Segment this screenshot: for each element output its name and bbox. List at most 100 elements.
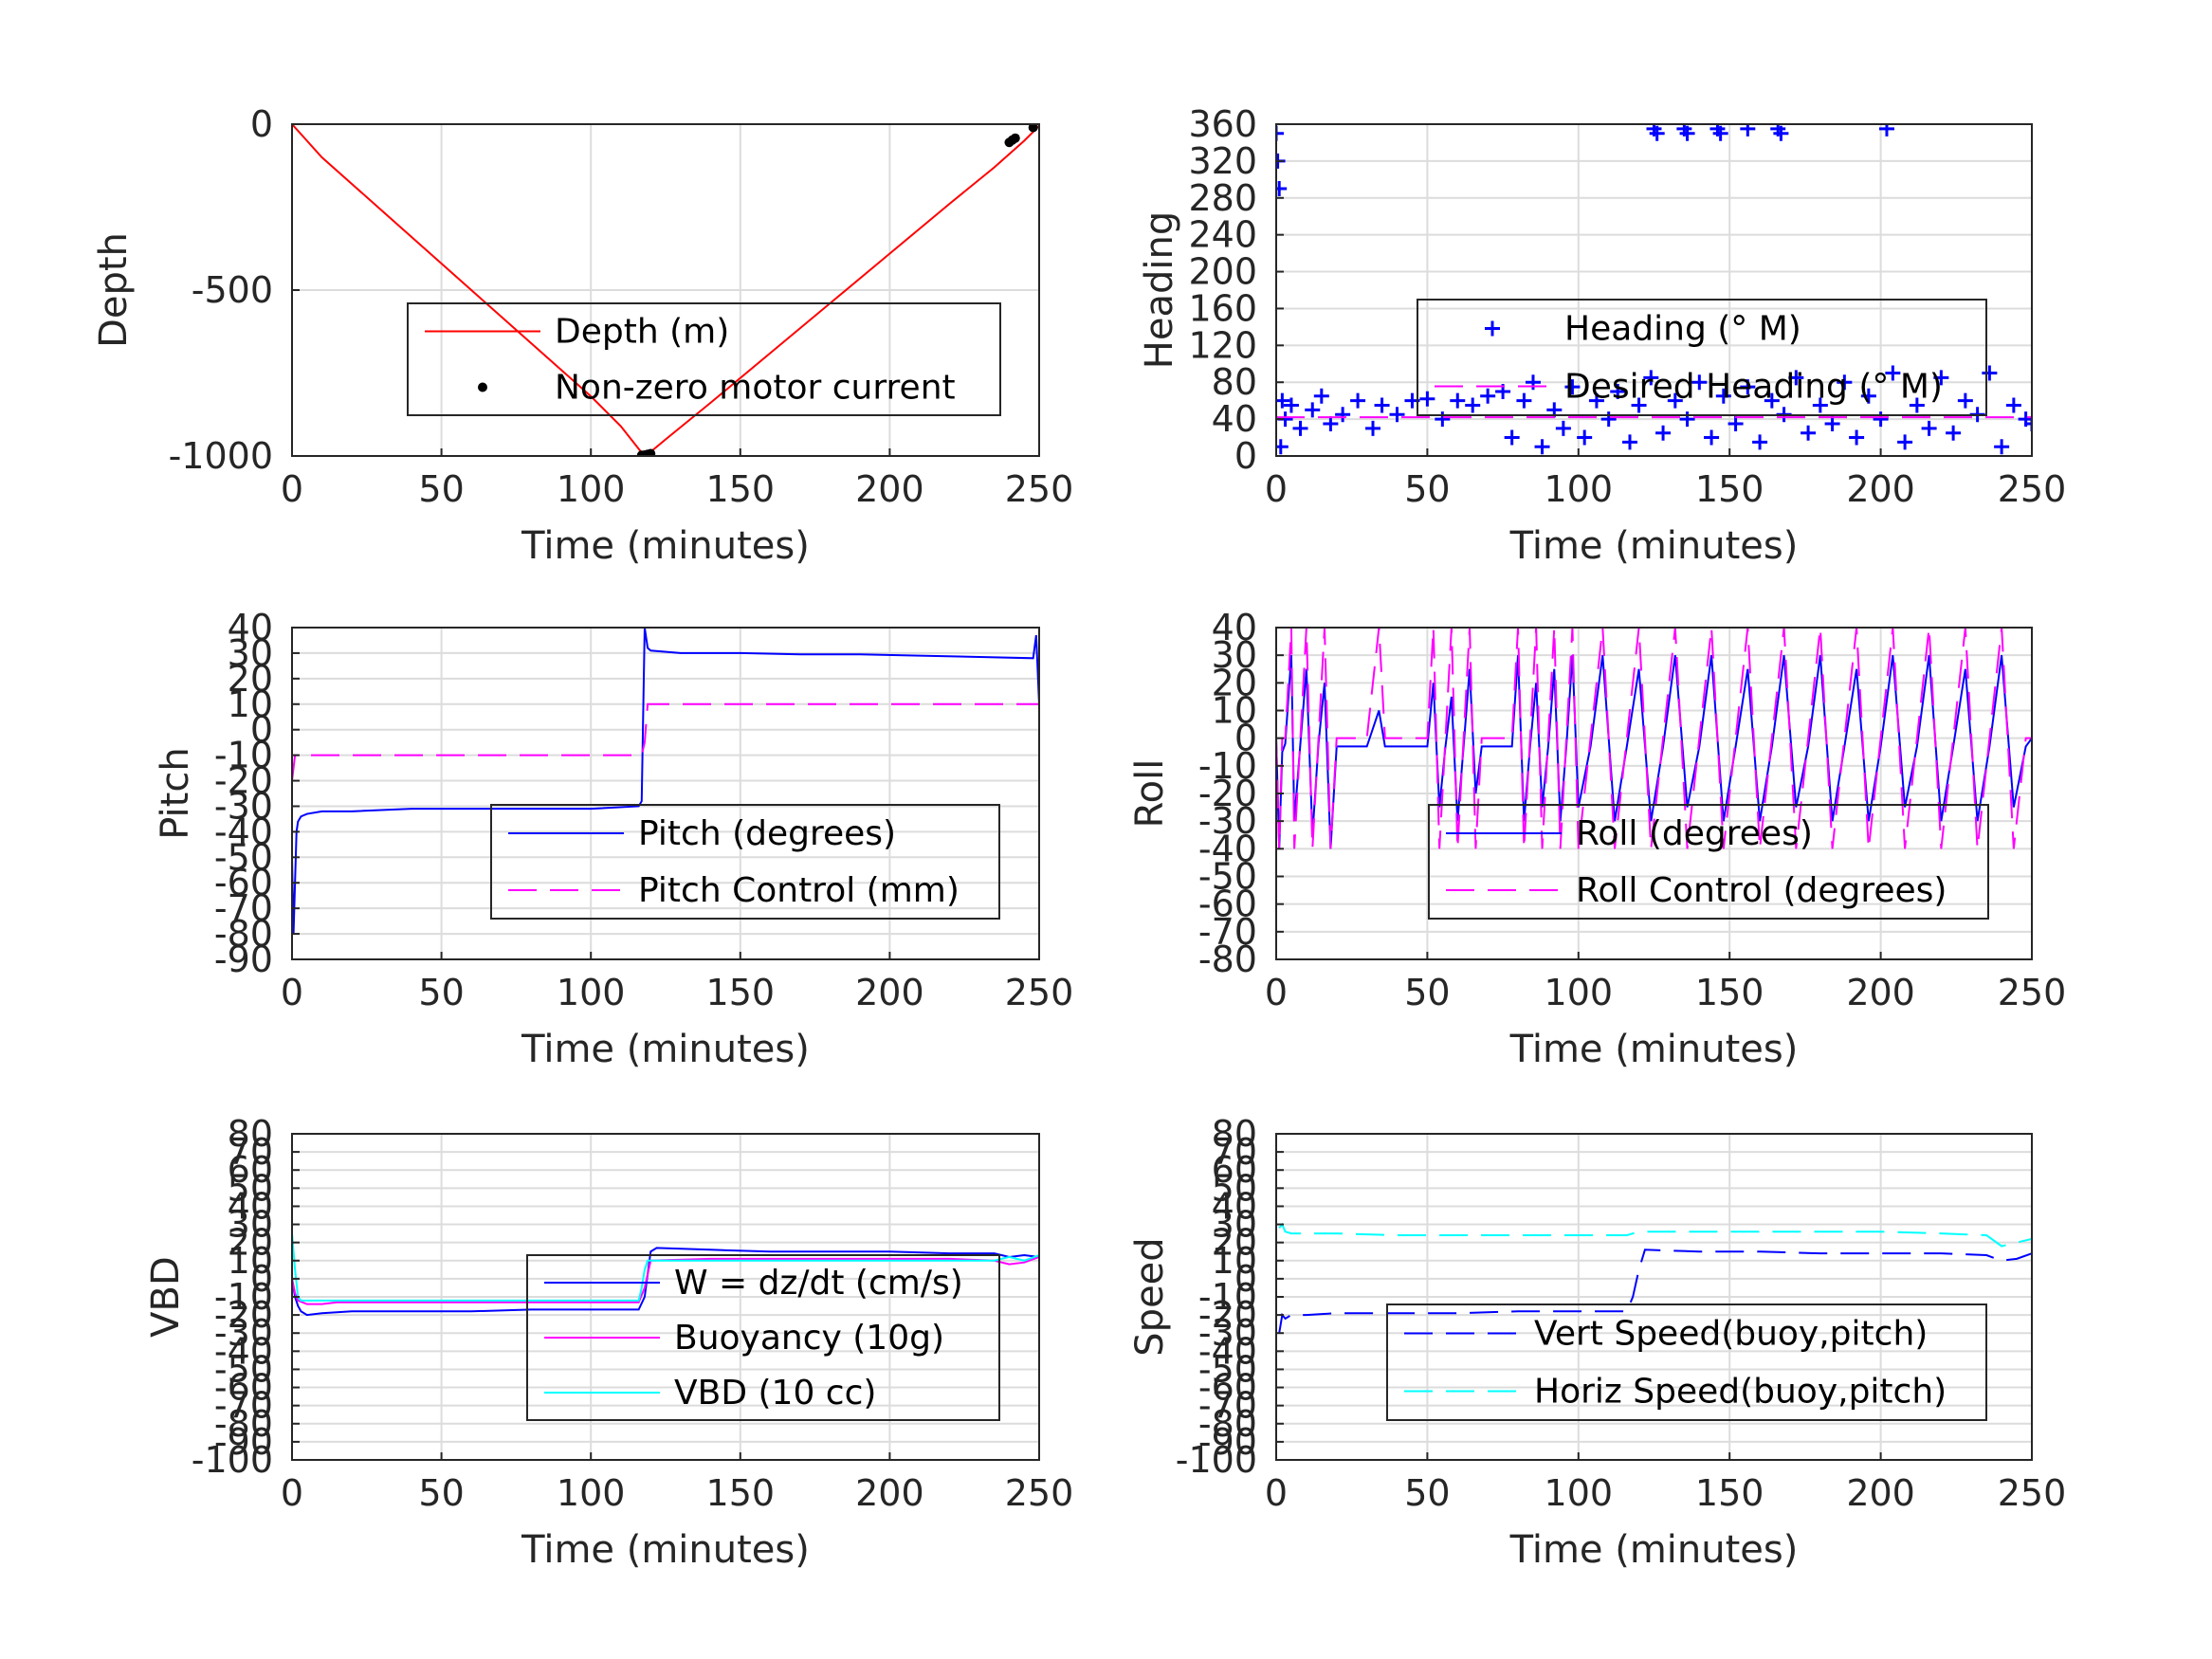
speed-grid: [1275, 1133, 2033, 1461]
vbd-legend: W = dz/dt (cm/s) Buoyancy (10g) VBD (10 cc…: [526, 1254, 1000, 1421]
roll-x-axis-label: Time (minutes): [1509, 1028, 1799, 1071]
pitch-y-tick-label: -40: [214, 811, 273, 852]
vbd-chart: 0 50 100 150 200 25080706050403020100-10-20-3…: [144, 1113, 1073, 1572]
heading-series-0-point: [1588, 392, 1604, 409]
vbd-y-tick-label: 80: [228, 1113, 273, 1155]
heading-y-tick-label: 80: [1212, 361, 1257, 403]
depth-series-0-line: [292, 124, 1039, 456]
heading-x-tick-label: 200: [1846, 468, 1915, 510]
heading-series-0-point: [1622, 434, 1637, 450]
heading-series-0-point: [1419, 391, 1435, 407]
heading-series-0-point: [1335, 407, 1351, 423]
heading-x-tick-label: 150: [1695, 468, 1764, 510]
roll-chart: 0 50 100 150 200 250403020100-10-20-30-40-50-…: [1128, 607, 2066, 1071]
roll-y-tick-label: 0: [1234, 718, 1257, 759]
heading-series-0-point: [1994, 439, 2010, 455]
heading-y-tick-label: 0: [1234, 435, 1257, 477]
vbd-x-tick-label: 0: [281, 1472, 303, 1514]
heading-series-0-point: [1480, 388, 1496, 404]
depth-x-tick-label: 200: [855, 468, 924, 510]
heading-series-0-point: [2005, 397, 2021, 413]
speed-series-0-line: [1278, 1249, 2032, 1334]
roll-x-tick-label: 0: [1265, 972, 1288, 1013]
speed-x-axis-label: Time (minutes): [1509, 1528, 1799, 1572]
heading-series-0-point: [1305, 402, 1321, 418]
heading-series-0-point: [1740, 124, 1756, 137]
depth-y-axis-label: Depth: [92, 232, 136, 348]
depth-x-tick-label: 100: [557, 468, 626, 510]
heading-series-0-point: [1276, 125, 1284, 141]
vbd-y-tick-label: 10: [228, 1240, 273, 1282]
heading-series-0-point: [1878, 124, 1894, 137]
speed-x-tick-label: 200: [1846, 1472, 1915, 1514]
heading-series-0-point: [1504, 429, 1520, 446]
heading-series-0-point: [1691, 374, 1708, 391]
roll-y-tick-label: -20: [1198, 773, 1257, 814]
depth-series-1-point: [646, 448, 656, 456]
vbd-y-tick-label: 50: [228, 1167, 273, 1209]
heading-series-0-point: [1849, 429, 1865, 446]
speed-y-tick-label: 30: [1212, 1204, 1257, 1246]
vbd-y-tick-label: -70: [214, 1385, 273, 1427]
heading-series-0-point: [1276, 392, 1290, 409]
heading-y-tick-label: 320: [1188, 140, 1257, 182]
heading-series-0-point: [1897, 434, 1913, 450]
heading-series-0-point: [1323, 415, 1339, 431]
vbd-x-tick-label: 100: [557, 1472, 626, 1514]
vbd-x-tick-label: 250: [1005, 1472, 1074, 1514]
speed-y-axis-label: Speed: [1128, 1237, 1172, 1356]
heading-series-0-point: [1610, 383, 1626, 399]
pitch-chart: 0 50 100 150 200 250403020100-10-20-30-40-50-…: [154, 607, 1073, 1071]
roll-x-tick-label: 200: [1846, 972, 1915, 1013]
heading-series-0-point: [1276, 181, 1288, 197]
heading-series-0-point: [1525, 374, 1541, 391]
speed-x-tick-label: 250: [1998, 1472, 2067, 1514]
pitch-y-tick-label: -50: [214, 836, 273, 878]
vbd-x-tick-label: 50: [418, 1472, 464, 1514]
heading-series-0-point: [1704, 429, 1720, 446]
pitch-y-tick-label: -20: [214, 760, 273, 802]
speed-legend-box: [1386, 1304, 1987, 1421]
heading-series-0-point: [1824, 415, 1840, 431]
vbd-y-tick-label: 60: [228, 1149, 273, 1191]
heading-series-0-point: [1933, 370, 1949, 386]
pitch-legend-box: [490, 804, 1000, 920]
depth-series: [292, 124, 1039, 456]
heading-series-0-point: [1564, 379, 1581, 395]
heading-series-0-point: [1873, 411, 1889, 428]
heading-series-0-point: [1860, 388, 1876, 404]
heading-x-axis-label: Time (minutes): [1509, 524, 1799, 568]
heading-series-0-point: [1365, 420, 1381, 436]
heading-series-0-point: [1679, 125, 1695, 141]
heading-series-0-point: [1752, 434, 1768, 450]
heading-series-0-point: [1555, 420, 1571, 436]
heading-series-0-point: [1292, 420, 1308, 436]
roll-y-tick-label: 10: [1212, 690, 1257, 732]
speed-series-1-line: [1278, 1222, 2032, 1248]
vbd-series-0-line: [292, 1247, 1039, 1317]
speed-x-tick-label: 150: [1695, 1472, 1764, 1514]
speed-y-tick-label: 50: [1212, 1167, 1257, 1209]
heading-series-0-point: [1712, 125, 1728, 141]
pitch-x-axis-label: Time (minutes): [521, 1028, 810, 1071]
heading-series-0-point: [1450, 392, 1466, 409]
pitch-series-0-line: [292, 628, 1039, 935]
vbd-y-tick-label: 40: [228, 1185, 273, 1227]
pitch-y-tick-label: 0: [250, 709, 273, 751]
depth-x-tick-label: 50: [418, 468, 464, 510]
roll-y-tick-label: 40: [1212, 607, 1257, 648]
heading-series-0-point: [1764, 392, 1780, 409]
speed-y-tick-label: -70: [1198, 1385, 1257, 1427]
vbd-y-tick-label: -20: [214, 1294, 273, 1336]
speed-x-tick-label: 50: [1404, 1472, 1450, 1514]
depth-x-tick-label: 0: [281, 468, 303, 510]
heading-series-0-point: [1679, 411, 1695, 428]
heading-legend-label: Heading (° M): [1564, 310, 1801, 349]
heading-y-tick-label: 200: [1188, 251, 1257, 293]
heading-series-0-point: [1788, 370, 1804, 386]
vbd-x-tick-label: 200: [855, 1472, 924, 1514]
roll-legend: Roll (degrees) Roll Control (degrees): [1428, 804, 1989, 920]
roll-y-tick-label: -30: [1198, 800, 1257, 842]
pitch-legend-label: Pitch (degrees): [638, 814, 896, 853]
